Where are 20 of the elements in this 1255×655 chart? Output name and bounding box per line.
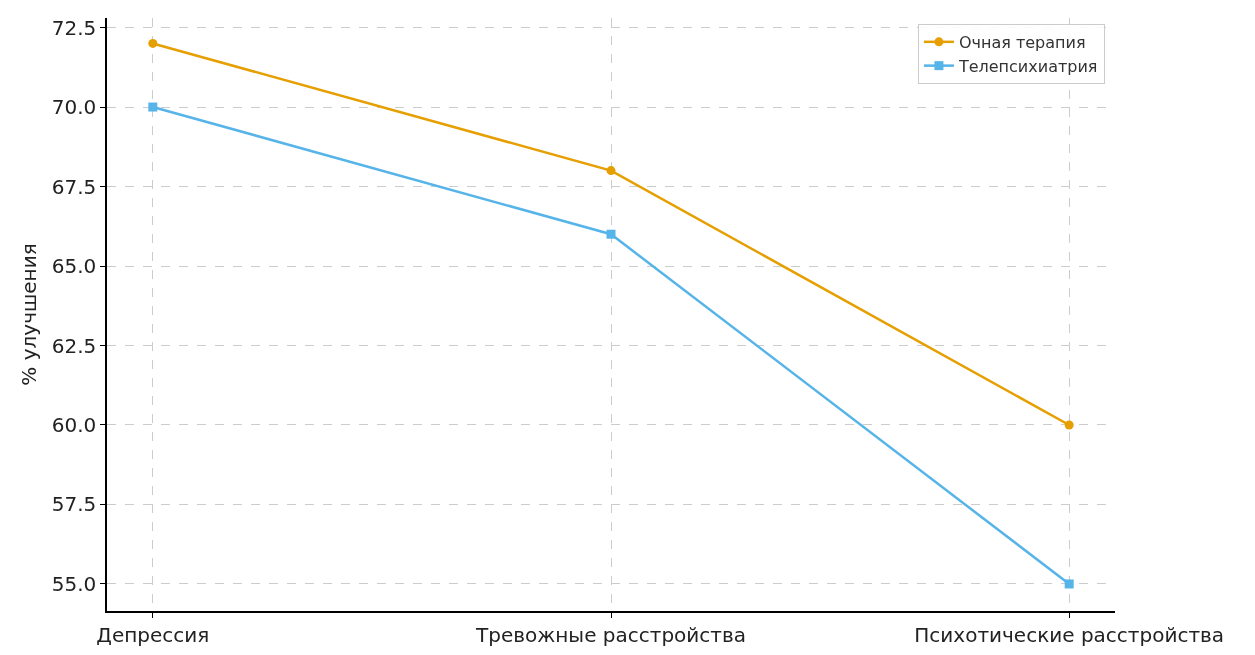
y-tick-label: 65.0 [51, 254, 97, 279]
x-tick-label: Психотические расстройства [914, 622, 1225, 647]
point [148, 102, 158, 112]
y-tick-label: 67.5 [51, 174, 97, 199]
legend-label: Очная терапия [958, 33, 1086, 53]
legend-label: Телепсихиатрия [957, 56, 1098, 76]
y-tick-label: 70.0 [51, 95, 97, 120]
x-tick-label: Тревожные расстройства [475, 622, 746, 647]
y-tick-label: 72.5 [51, 15, 97, 40]
y-tick-label: 55.0 [51, 571, 97, 596]
point [1064, 579, 1074, 589]
point [606, 229, 616, 239]
point [606, 166, 616, 176]
point [148, 38, 158, 48]
y-tick-label: 62.5 [51, 333, 97, 358]
point [1064, 420, 1074, 430]
y-tick-label: 60.0 [51, 412, 97, 437]
x-tick-label: Депрессия [96, 622, 210, 647]
y-axis-title: % улучшения [16, 243, 41, 386]
y-tick-label: 57.5 [51, 492, 97, 517]
